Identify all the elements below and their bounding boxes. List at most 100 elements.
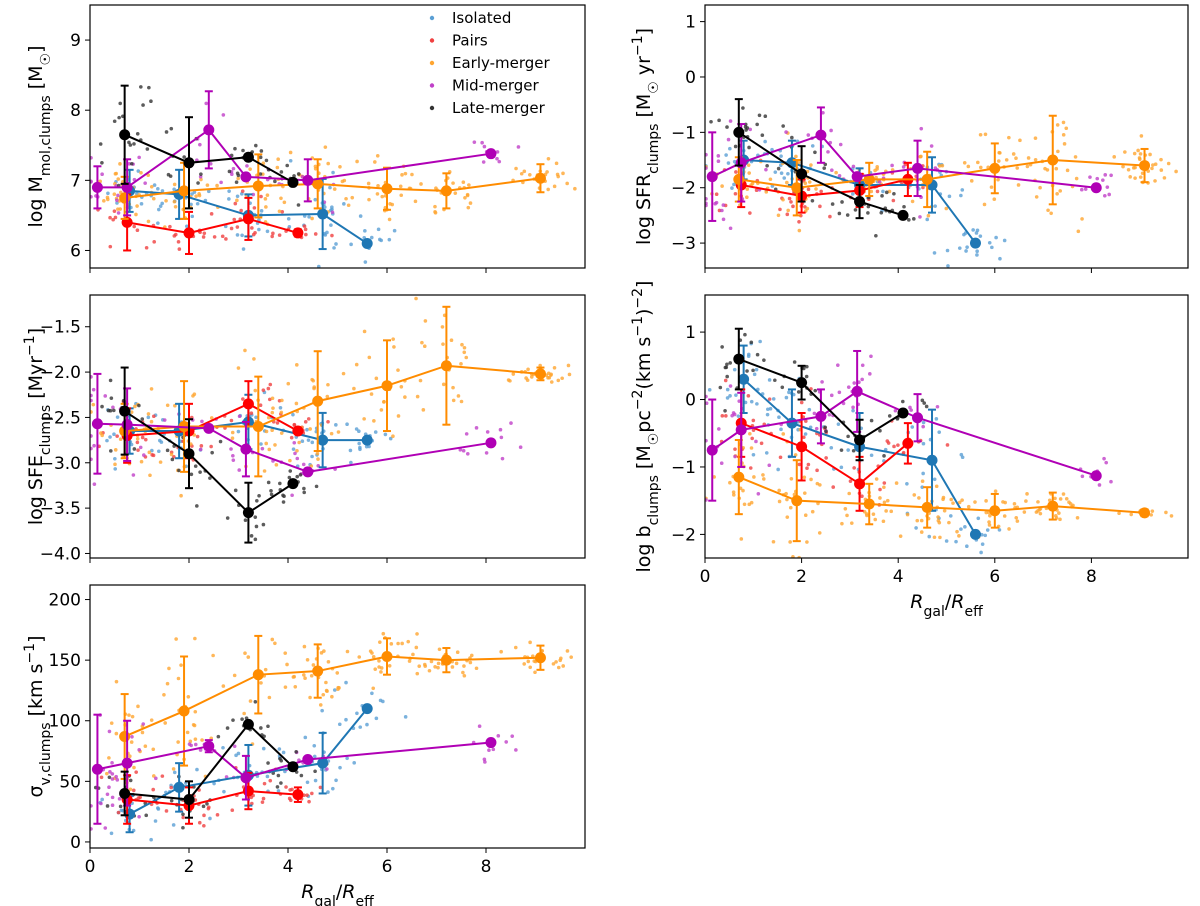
scatter-point (337, 722, 342, 727)
scatter-point (316, 457, 320, 461)
scatter-point (806, 133, 811, 137)
scatter-point (436, 661, 441, 666)
data-point (252, 180, 264, 192)
scatter-point (251, 192, 256, 197)
scatter-point (776, 467, 780, 472)
scatter-point (331, 170, 335, 175)
scatter-point (90, 156, 93, 160)
scatter-point (464, 355, 469, 360)
scatter-point (197, 192, 201, 196)
scatter-point (264, 429, 269, 434)
scatter-point (259, 209, 264, 213)
scatter-point (709, 119, 713, 124)
scatter-point (381, 631, 386, 636)
scatter-point (788, 540, 792, 544)
scatter-point (169, 126, 174, 131)
y-tick-label: 0 (685, 68, 696, 88)
scatter-point (90, 393, 93, 398)
data-point (361, 237, 373, 249)
scatter-point (139, 85, 143, 89)
scatter-point (119, 808, 124, 813)
scatter-point (764, 190, 769, 194)
scatter-point (843, 506, 848, 511)
scatter-point (270, 637, 275, 642)
scatter-point (249, 795, 254, 800)
scatter-point (235, 198, 239, 203)
scatter-point (254, 524, 259, 529)
scatter-point (149, 99, 153, 103)
scatter-point (1024, 499, 1028, 503)
scatter-point (312, 743, 317, 748)
scatter-point (403, 171, 408, 176)
scatter-point (755, 352, 760, 357)
scatter-point (324, 680, 328, 685)
scatter-point (111, 405, 115, 410)
scatter-point (984, 499, 988, 503)
scatter-point (805, 540, 809, 544)
scatter-point (792, 360, 797, 364)
scatter-point (508, 379, 512, 383)
scatter-point (144, 813, 149, 818)
scatter-point (978, 234, 983, 238)
scatter-point (546, 376, 550, 380)
scatter-point (169, 785, 173, 790)
scatter-point (270, 396, 275, 401)
data-point (796, 168, 808, 180)
scatter-point (99, 801, 103, 806)
data-point (312, 178, 324, 190)
scatter-point (528, 172, 532, 177)
scatter-point (487, 748, 491, 752)
scatter-point (212, 781, 216, 786)
scatter-point (1058, 189, 1063, 193)
x-tick-label: 0 (85, 857, 96, 877)
scatter-point (1057, 511, 1061, 515)
scatter-point (91, 387, 96, 392)
scatter-point (513, 645, 518, 650)
scatter-point (132, 447, 137, 451)
scatter-point (207, 189, 211, 194)
scatter-point (453, 191, 458, 195)
scatter-point (459, 362, 463, 366)
scatter-point (266, 386, 271, 391)
series-late-merger (733, 98, 909, 221)
scatter-point (371, 686, 376, 691)
scatter-point (193, 464, 198, 468)
scatter-point (754, 439, 758, 444)
scatter-point (1015, 519, 1020, 523)
scatter-point (373, 667, 378, 671)
scatter-point (1138, 175, 1143, 179)
scatter-point (128, 778, 133, 783)
scatter-point (819, 189, 823, 194)
scatter-point (196, 181, 200, 185)
scatter-point (782, 176, 787, 180)
scatter-point (312, 754, 317, 759)
series-late-merger (733, 327, 909, 462)
scatter-point (919, 518, 924, 523)
scatter-point (181, 812, 185, 817)
scatter-point (172, 199, 177, 204)
scatter-point (415, 671, 420, 676)
series-mid-merger (91, 90, 497, 217)
scatter-point (789, 200, 793, 204)
legend-label: Early-merger (452, 54, 551, 72)
scatter-point (733, 144, 738, 149)
scatter-point (937, 430, 942, 434)
series-line (711, 390, 1097, 477)
scatter-point (407, 659, 412, 663)
scatter-point (989, 185, 994, 189)
scatter-point (851, 448, 856, 453)
scatter-point (554, 161, 559, 166)
x-tick-label: 4 (283, 857, 294, 877)
scatter-point (399, 385, 404, 389)
scatter-point (237, 468, 242, 472)
y-tick-label: −3 (671, 234, 696, 254)
scatter-point (182, 155, 186, 159)
scatter-point (813, 150, 817, 155)
scatter-point (267, 397, 272, 402)
scatter-point (725, 396, 730, 400)
scatter-point (219, 180, 223, 185)
scatter-point (1058, 517, 1062, 522)
series-pairs (121, 771, 304, 825)
scatter-point (765, 412, 770, 417)
scatter-point (291, 675, 296, 679)
